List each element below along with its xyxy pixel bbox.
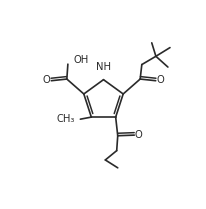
Text: O: O [156,75,163,85]
Text: OH: OH [73,55,88,65]
Text: NH: NH [96,62,110,72]
Text: CH₃: CH₃ [56,114,74,124]
Text: O: O [43,75,50,85]
Text: O: O [134,130,142,140]
